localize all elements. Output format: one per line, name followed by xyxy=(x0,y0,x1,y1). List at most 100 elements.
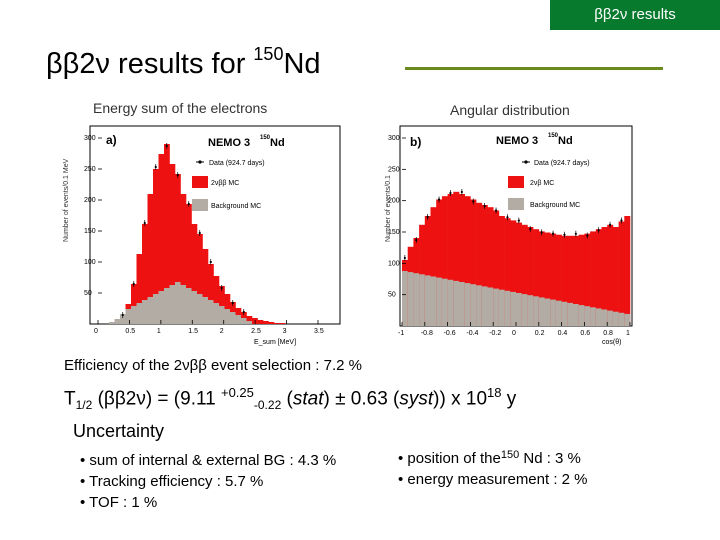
bg-bar xyxy=(618,312,625,326)
data-point xyxy=(176,173,179,177)
mc-bar xyxy=(186,204,192,324)
data-point xyxy=(415,238,418,242)
data-point xyxy=(437,198,441,201)
pos-text: position of the xyxy=(407,450,501,467)
legend-bg-left: Background MC xyxy=(211,203,261,210)
experiment-label-right: NEMO 3 xyxy=(496,135,538,147)
mc-bar xyxy=(447,194,454,326)
uncertainty-list-right: position of the150 Nd : 3 % energy measu… xyxy=(398,448,587,490)
title-isotope-mass: 150 xyxy=(253,44,284,64)
mc-bar xyxy=(567,235,574,326)
y-tick-label: 200 xyxy=(388,198,400,205)
experiment-label-left: NEMO 3 xyxy=(208,137,250,149)
bg-bar xyxy=(498,289,505,326)
legend-data-left: Data (924.7 days) xyxy=(209,160,265,167)
mc-bar xyxy=(142,224,148,324)
bg-bar xyxy=(624,313,631,326)
panel-label-b: b) xyxy=(410,135,421,149)
angular-plot: Number of events/0.1 -1 -0.8 -0.6 -0.4 -0.2 0… xyxy=(385,125,633,346)
mc-bar xyxy=(441,196,448,326)
bg-bar xyxy=(224,309,231,324)
y-tick-label: 300 xyxy=(84,135,96,142)
bg-bar xyxy=(578,305,585,326)
mc-bar xyxy=(459,194,465,326)
mc-bar xyxy=(202,249,209,324)
mc-bar xyxy=(274,323,280,324)
legend-bg-swatch-right xyxy=(508,198,524,210)
bg-bar xyxy=(142,300,148,324)
mc-bar xyxy=(169,164,176,324)
bg-bar xyxy=(169,285,176,324)
caption-angular: Angular distribution xyxy=(450,102,570,118)
mc-bar xyxy=(516,222,522,326)
y-tick-label: 250 xyxy=(388,166,400,173)
bg-bar xyxy=(527,295,534,326)
ylabel-right: Number of events/0.1 xyxy=(385,175,392,242)
bg-bar xyxy=(419,274,426,326)
title-main: ββ2ν results for xyxy=(46,48,254,80)
mc-bar xyxy=(470,199,477,326)
mc-bar xyxy=(561,235,568,326)
elem-label-left: Nd xyxy=(270,137,285,149)
mc-bar xyxy=(436,199,443,326)
bg-bar xyxy=(573,304,579,326)
x-tick-label: -0.4 xyxy=(466,330,478,337)
mc-bar xyxy=(131,284,137,324)
pos-iso: 150 xyxy=(500,449,520,461)
bg-bar xyxy=(241,318,247,324)
mc-bar xyxy=(263,321,269,324)
x-tick-label: 1 xyxy=(157,328,161,335)
iso-label-left: 150 xyxy=(260,135,271,141)
bg-bar xyxy=(158,291,165,324)
iso-label-right: 150 xyxy=(548,133,559,139)
bg-bar xyxy=(114,319,121,324)
bg-bar xyxy=(219,306,225,324)
x-tick-label: 0.2 xyxy=(535,330,545,337)
halflife-unit: y xyxy=(501,388,517,410)
mc-bar xyxy=(573,235,579,326)
bg-bar xyxy=(153,294,159,324)
x-tick-label: -0.6 xyxy=(444,330,456,337)
bg-bar xyxy=(407,272,414,326)
mc-bar xyxy=(197,234,203,324)
xlabel-right: cos(θ) xyxy=(602,339,621,346)
bg-bar xyxy=(464,283,471,326)
data-point xyxy=(403,256,406,260)
mc-bar xyxy=(504,218,511,326)
data-point xyxy=(121,313,124,317)
x-tick-label: -1 xyxy=(398,330,404,337)
data-point xyxy=(472,200,475,203)
mc-bar xyxy=(147,194,154,324)
title-element: Nd xyxy=(283,48,321,80)
efficiency-text: Efficiency of the 2νββ event selection :… xyxy=(64,357,362,374)
bg-bar xyxy=(607,310,614,326)
y-tick-label: 50 xyxy=(84,290,92,297)
data-point xyxy=(517,219,520,222)
data-point xyxy=(209,260,212,264)
title-rule xyxy=(405,67,663,70)
elem-label-right: Nd xyxy=(558,135,573,147)
data-point xyxy=(597,229,600,232)
mc-bar xyxy=(153,169,159,324)
halflife-syst-value: ) ± 0.63 ( xyxy=(323,388,400,410)
bg-bar xyxy=(504,290,511,326)
mc-bar xyxy=(510,220,517,326)
mc-bar xyxy=(595,229,602,326)
bg-bar xyxy=(213,303,220,324)
y-tick-label: 300 xyxy=(388,135,400,142)
bg-bar xyxy=(164,288,170,324)
caption-energy-sum: Energy sum of the electrons xyxy=(93,100,268,116)
x-tick-label: 0.6 xyxy=(580,330,590,337)
list-item: TOF : 1 % xyxy=(80,492,336,513)
bg-bar xyxy=(459,282,465,326)
bg-bar xyxy=(584,306,591,326)
data-point xyxy=(620,219,623,222)
y-tick-label: 200 xyxy=(84,197,96,204)
x-tick-label: 1.5 xyxy=(188,328,198,335)
mc-bar xyxy=(544,232,551,326)
mc-bar xyxy=(493,210,500,326)
x-tick-label: 0 xyxy=(94,328,98,335)
mc-bar xyxy=(618,221,625,326)
mc-bar xyxy=(578,234,585,326)
data-point xyxy=(460,190,463,194)
